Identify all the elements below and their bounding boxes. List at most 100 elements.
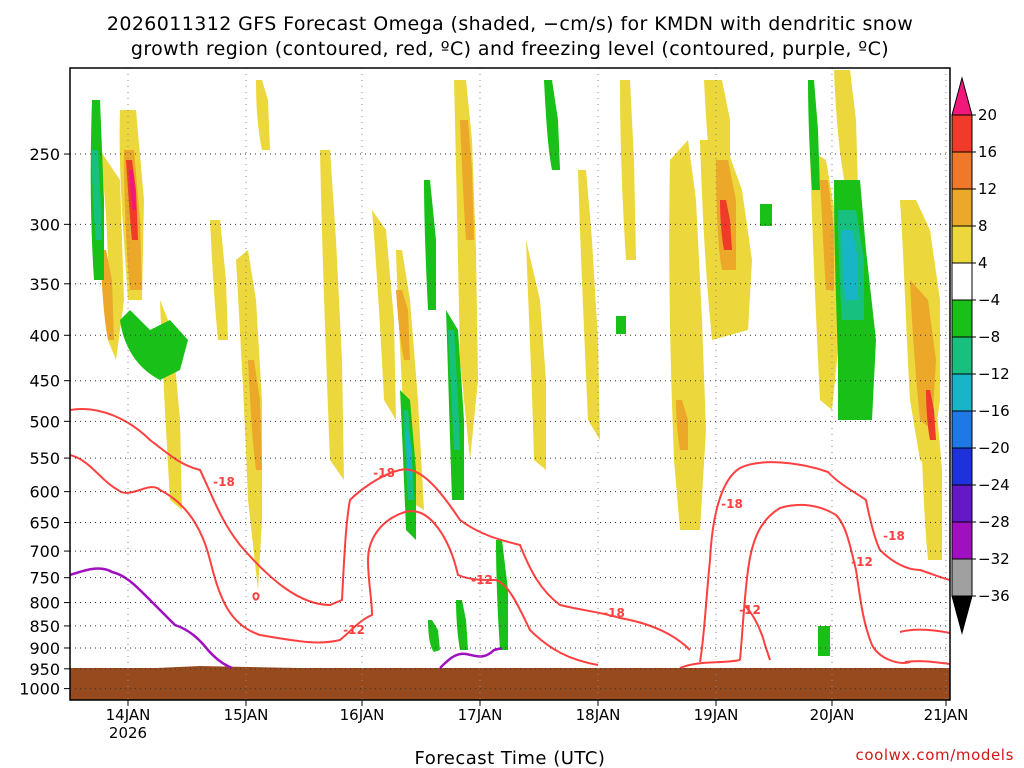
plot-frame bbox=[69, 67, 951, 701]
colorbar-label: −36 bbox=[978, 587, 1010, 605]
x-tick-label: 16JAN bbox=[340, 706, 385, 724]
y-tick-label: 500 bbox=[29, 412, 60, 431]
colorbar: 20 16 12 8 4 −4 −8 −12 −16 −20 −24 −28 −32 −36 bbox=[951, 76, 1010, 635]
omega-yellow-region bbox=[578, 170, 600, 440]
omega-red-core bbox=[720, 200, 732, 250]
y-tick-label: 850 bbox=[29, 617, 60, 636]
omega-orange-core bbox=[248, 360, 262, 470]
colorbar-swatch bbox=[951, 151, 973, 190]
omega-yellow-region bbox=[834, 70, 858, 190]
x-tick-label: 15JAN bbox=[224, 706, 269, 724]
x-tick-sublabel: 2026 bbox=[109, 724, 147, 742]
y-tick-label: 300 bbox=[29, 215, 60, 234]
contour-label: -18 bbox=[883, 529, 905, 543]
colorbar-swatch bbox=[951, 484, 973, 523]
chart-title-line-1: 2026011312 GFS Forecast Omega (shaded, −… bbox=[107, 13, 913, 35]
freezing-level-line-b bbox=[439, 646, 503, 669]
omega-yellow-region bbox=[920, 400, 942, 560]
omega-cyan-core bbox=[406, 430, 412, 480]
contour-m18-a bbox=[70, 408, 691, 651]
x-tick-label: 21JAN bbox=[924, 706, 969, 724]
contour-label: -12 bbox=[851, 555, 873, 569]
omega-green-region bbox=[544, 80, 560, 170]
omega-teal-core bbox=[448, 330, 460, 450]
omega-green-region bbox=[428, 620, 440, 652]
colorbar-swatch bbox=[951, 299, 973, 338]
contour-label: -18 bbox=[213, 475, 235, 489]
colorbar-swatch bbox=[951, 262, 973, 301]
freezing-level-line-a bbox=[70, 567, 233, 670]
y-tick-label: 1000 bbox=[19, 680, 60, 699]
colorbar-label: −12 bbox=[978, 365, 1010, 383]
omega-green-region bbox=[818, 626, 830, 656]
colorbar-bottom-arrow bbox=[951, 595, 973, 635]
freezing-contours bbox=[70, 567, 503, 670]
colorbar-label: −16 bbox=[978, 402, 1010, 420]
dendritic-contours bbox=[70, 408, 950, 669]
colorbar-label: −24 bbox=[978, 476, 1010, 494]
y-tick-label: 250 bbox=[29, 145, 60, 164]
omega-green-region bbox=[616, 316, 626, 334]
y-tick-label: 950 bbox=[29, 660, 60, 679]
x-tick-label: 17JAN bbox=[458, 706, 503, 724]
y-tick-label: 550 bbox=[29, 449, 60, 468]
colorbar-label: −32 bbox=[978, 550, 1010, 568]
plot-area: -18 -18 -18 -18 -12 -12 -12 -18 -12 bbox=[70, 68, 950, 700]
colorbar-label: 12 bbox=[978, 180, 997, 198]
horizontal-gridlines bbox=[70, 153, 950, 690]
y-tick-label: 450 bbox=[29, 372, 60, 391]
colorbar-swatch bbox=[951, 336, 973, 375]
colorbar-swatch bbox=[951, 114, 973, 153]
x-tick-label: 19JAN bbox=[694, 706, 739, 724]
ground-surface-edge bbox=[70, 666, 950, 700]
contour-label: -12 bbox=[471, 573, 493, 587]
x-tick-label: 18JAN bbox=[576, 706, 621, 724]
y-tick-label: 900 bbox=[29, 639, 60, 658]
omega-yellow-region bbox=[100, 150, 124, 360]
omega-green-region bbox=[808, 80, 820, 190]
contour-label: -12 bbox=[739, 603, 761, 617]
colorbar-swatch bbox=[951, 521, 973, 560]
x-tick-label: 20JAN bbox=[810, 706, 855, 724]
colorbar-swatch bbox=[951, 558, 973, 597]
omega-yellow-region bbox=[320, 150, 344, 480]
omega-orange-core bbox=[820, 180, 834, 290]
colorbar-label: −4 bbox=[978, 291, 1000, 309]
x-tick-label: 14JAN bbox=[106, 706, 151, 724]
omega-orange-core bbox=[676, 400, 688, 450]
contour-small-loop bbox=[252, 592, 260, 601]
contour-label: -18 bbox=[603, 606, 625, 620]
contour-labels: -18 -18 -18 -18 -12 -12 -12 -18 -12 bbox=[213, 466, 905, 637]
colorbar-label: −8 bbox=[978, 328, 1000, 346]
y-tick-label: 600 bbox=[29, 483, 60, 502]
chart-title-line-2: growth region (contoured, red, ºC) and f… bbox=[131, 38, 889, 60]
y-tick-label: 700 bbox=[29, 542, 60, 561]
y-axis: 250 300 350 400 450 500 550 600 650 700 750 800 850 9… bbox=[19, 145, 70, 699]
contour-m12-c bbox=[743, 604, 771, 661]
omega-green-region bbox=[760, 204, 772, 226]
contour-label: -12 bbox=[343, 623, 365, 637]
y-tick-label: 750 bbox=[29, 569, 60, 588]
omega-green-region bbox=[456, 600, 468, 650]
omega-yellow-region bbox=[526, 240, 546, 470]
colorbar-swatch bbox=[951, 410, 973, 449]
contour-m18-d bbox=[904, 660, 950, 665]
contour-m12-d bbox=[679, 659, 741, 669]
y-tick-label: 400 bbox=[29, 326, 60, 345]
omega-yellow-region bbox=[704, 80, 730, 180]
omega-magenta-core bbox=[129, 170, 136, 210]
colorbar-label: −28 bbox=[978, 513, 1010, 531]
contour-label: -18 bbox=[721, 497, 743, 511]
omega-green-region bbox=[120, 310, 188, 380]
omega-green-region bbox=[496, 540, 508, 650]
contour-m12-b bbox=[739, 503, 911, 664]
colorbar-label: 8 bbox=[978, 217, 988, 235]
colorbar-label: 20 bbox=[978, 106, 997, 124]
site-credit: coolwx.com/models bbox=[856, 746, 1015, 764]
y-tick-label: 650 bbox=[29, 513, 60, 532]
colorbar-swatch bbox=[951, 188, 973, 227]
colorbar-top-arrow bbox=[951, 76, 973, 116]
colorbar-swatch bbox=[951, 447, 973, 486]
